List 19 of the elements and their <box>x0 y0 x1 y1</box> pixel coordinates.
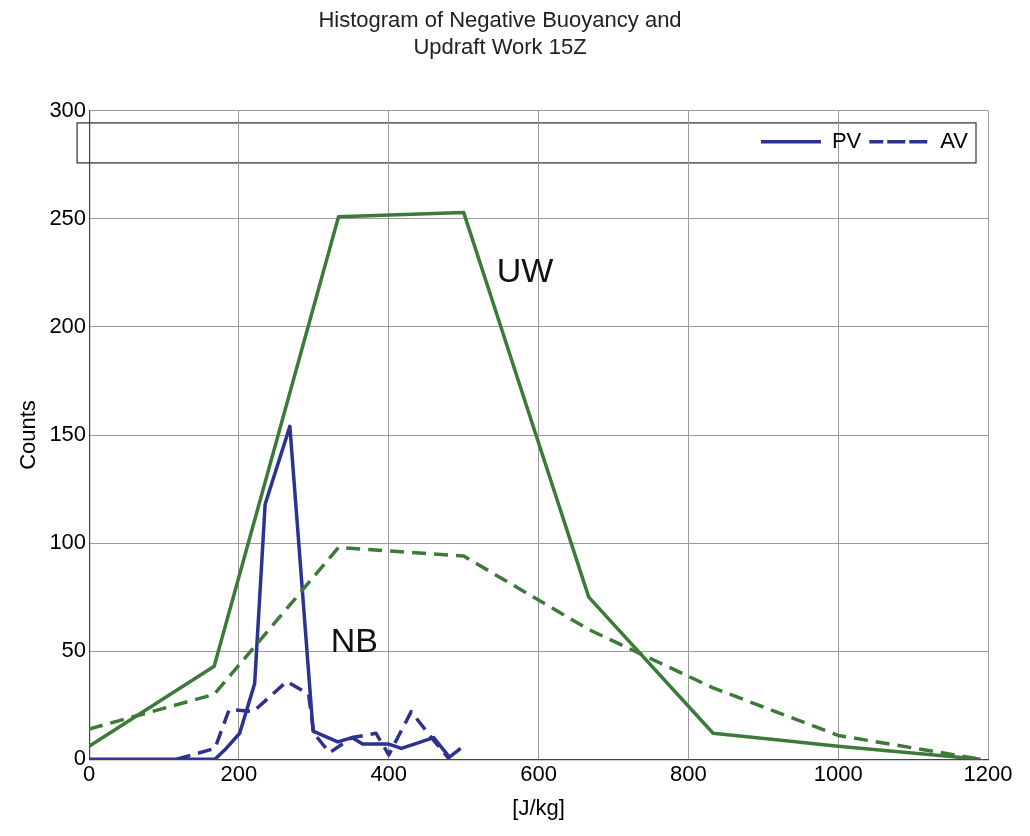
x-tick-label: 400 <box>370 761 408 787</box>
y-tick-label: 150 <box>49 421 87 447</box>
y-tick-label: 300 <box>49 96 87 122</box>
x-tick-label: 600 <box>520 761 557 787</box>
chart-title: Histogram of Negative Buoyancy and Updraft Work 15Z <box>318 7 682 59</box>
x-tick-label: 200 <box>220 761 258 787</box>
annotation: UW <box>496 251 554 290</box>
x-tick-label: 1000 <box>813 761 863 787</box>
y-tick-label: 50 <box>61 637 87 663</box>
y-tick-label: 250 <box>49 204 87 230</box>
annotation: NB <box>330 620 378 659</box>
x-tick-label: 800 <box>670 761 707 787</box>
y-tick-label: 200 <box>49 313 87 338</box>
y-tick-label: 100 <box>49 529 87 555</box>
x-tick-label: 1200 <box>963 761 1013 787</box>
y-axis-title: Counts <box>15 400 41 470</box>
x-axis-title: [J/kg] <box>512 794 565 820</box>
legend-label: PV <box>831 127 862 153</box>
legend-label: AV <box>940 127 969 153</box>
